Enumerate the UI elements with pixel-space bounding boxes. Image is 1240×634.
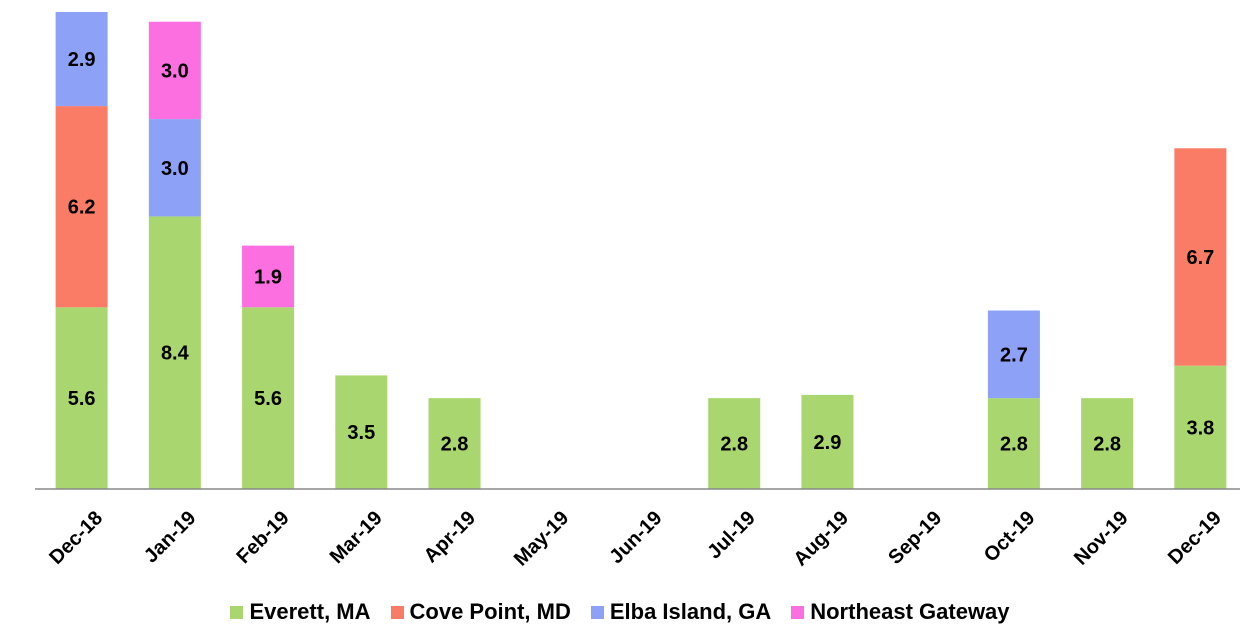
bar-dec-18-series-0 [55, 307, 108, 489]
bar-jan-19-series-0 [148, 216, 201, 489]
bar-dec-19-series-0 [1174, 365, 1227, 489]
legend-swatch [590, 605, 604, 619]
bar-aug-19-series-0 [801, 394, 854, 489]
x-tick-label: Dec-19 [1164, 507, 1226, 569]
data-label: 5.6 [68, 388, 96, 410]
bar-layer: 5.6 6.2 2.9 8.4 3.0 3.0 5.6 1.9 3.5 2.8 2.8 2.9 2.8 2… [55, 12, 1227, 489]
data-label: 1.9 [254, 266, 282, 288]
legend-swatch [390, 605, 404, 619]
bar-nov-19-series-0 [1081, 398, 1134, 489]
x-tick-label: Feb-19 [232, 507, 293, 568]
x-tick-label: Dec-18 [45, 507, 107, 569]
x-tick-label: Nov-19 [1070, 507, 1133, 570]
x-tick-labels: Dec-18 Jan-19 Feb-19 Mar-19 Apr-19 May-19 Jun-… [45, 507, 1226, 571]
data-label: 3.5 [347, 422, 375, 444]
x-tick-label: Jun-19 [605, 507, 666, 568]
legend-label: Elba Island, GA [609, 599, 772, 624]
x-tick-label: Apr-19 [420, 507, 480, 567]
bar-feb-19-series-0 [242, 307, 295, 489]
legend-label: Everett, MA [249, 599, 371, 624]
legend-item: Cove Point, MD [390, 599, 571, 625]
data-label: 3.0 [161, 60, 189, 82]
x-tick-label: May-19 [510, 507, 574, 571]
legend-item: Elba Island, GA [590, 599, 772, 625]
legend-item: Northeast Gateway [791, 599, 1010, 625]
bar-jan-19-series-3 [148, 21, 201, 120]
legend-swatch [230, 605, 244, 619]
legend-label: Cove Point, MD [409, 599, 571, 624]
data-label: 6.7 [1186, 247, 1214, 269]
bar-dec-18-series-1 [55, 106, 108, 308]
bar-jan-19-series-2 [148, 119, 201, 217]
bar-oct-19-series-0 [987, 398, 1040, 489]
bar-feb-19-series-3 [242, 245, 295, 308]
x-tick-label: Sep-19 [884, 507, 946, 569]
chart: 5.6 6.2 2.9 8.4 3.0 3.0 5.6 1.9 3.5 2.8 2.8 2.9 2.8 2… [35, 12, 1240, 571]
data-label: 2.7 [1000, 344, 1028, 366]
bar-jul-19-series-0 [708, 398, 761, 489]
x-tick-label: Jul-19 [703, 507, 759, 563]
bar-mar-19-series-0 [335, 375, 388, 489]
data-label: 2.8 [1093, 434, 1121, 456]
data-label: 2.9 [814, 432, 842, 454]
data-label: 8.4 [161, 343, 190, 365]
bar-oct-19-series-2 [987, 310, 1040, 399]
legend-label: Northeast Gateway [810, 599, 1010, 624]
data-label: 2.8 [1000, 434, 1028, 456]
data-label: 3.8 [1186, 417, 1214, 439]
data-label: 6.2 [68, 197, 96, 219]
bar-dec-18-series-2 [55, 12, 108, 107]
bar-apr-19-series-0 [428, 398, 481, 489]
data-label: 3.0 [161, 158, 189, 180]
legend: Everett, MA Cove Point, MD Elba Island, GA… [0, 592, 1240, 632]
x-tick-label: Mar-19 [326, 507, 387, 568]
data-label: 2.8 [441, 434, 469, 456]
legend-item: Everett, MA [230, 599, 371, 625]
data-label: 2.8 [720, 434, 748, 456]
x-tick-label: Jan-19 [140, 507, 200, 567]
data-label: 5.6 [254, 388, 282, 410]
x-tick-label: Aug-19 [790, 507, 853, 570]
data-label: 2.9 [68, 49, 96, 71]
bar-dec-19-series-1 [1174, 148, 1227, 366]
x-tick-label: Oct-19 [980, 507, 1040, 567]
legend-swatch [791, 605, 805, 619]
